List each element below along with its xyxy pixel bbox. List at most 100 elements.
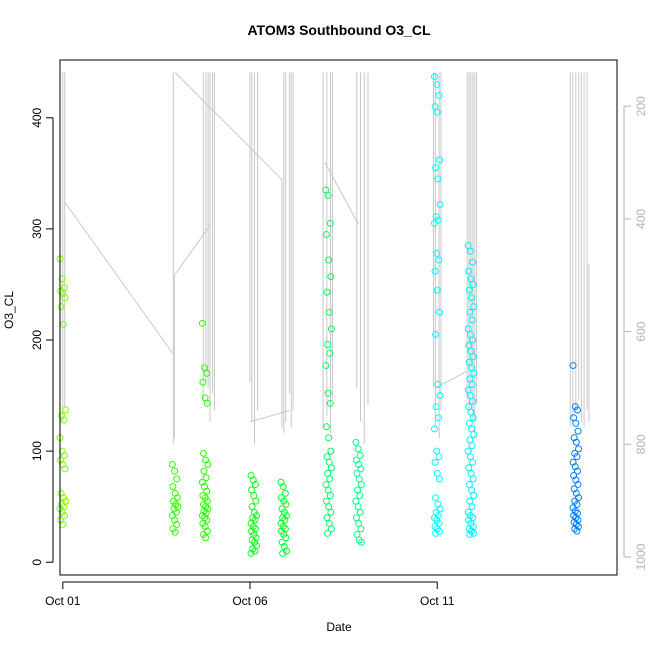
data-point xyxy=(60,452,68,460)
data-point xyxy=(169,483,177,491)
data-point xyxy=(171,467,179,475)
y-tick-label: 100 xyxy=(30,441,44,461)
data-point xyxy=(434,512,442,520)
data-point xyxy=(574,480,582,488)
data-point xyxy=(435,156,443,164)
data-point xyxy=(200,467,208,475)
data-point xyxy=(431,219,439,227)
data-point xyxy=(574,516,582,524)
data-point xyxy=(60,512,68,520)
data-point xyxy=(570,512,578,520)
data-point xyxy=(357,525,365,533)
data-point xyxy=(248,536,256,544)
data-point xyxy=(466,512,474,520)
data-point xyxy=(436,200,444,208)
data-point xyxy=(247,549,255,557)
chart-title: ATOM3 Southbound O3_CL xyxy=(247,22,430,38)
data-point xyxy=(468,316,476,324)
data-point xyxy=(469,353,477,361)
secondary-tick-label: 400 xyxy=(634,209,648,229)
data-point xyxy=(171,528,179,536)
pressure-trace xyxy=(62,72,590,445)
data-point xyxy=(61,294,69,302)
series-day-1 xyxy=(56,255,70,528)
secondary-tick-label: 600 xyxy=(634,321,648,341)
data-point xyxy=(323,288,331,296)
data-point xyxy=(470,492,478,500)
plot-frame xyxy=(59,59,618,576)
data-point xyxy=(325,308,333,316)
data-point xyxy=(326,399,334,407)
data-point xyxy=(469,523,477,531)
data-point xyxy=(468,442,476,450)
data-point xyxy=(252,534,260,542)
data-point xyxy=(569,362,577,370)
data-point xyxy=(572,438,580,446)
data-point xyxy=(466,308,474,316)
data-point xyxy=(281,489,289,497)
data-point xyxy=(465,286,473,294)
data-point xyxy=(435,475,443,483)
data-point xyxy=(435,256,443,264)
data-point xyxy=(327,464,335,472)
data-point xyxy=(466,530,474,538)
data-point xyxy=(202,503,210,511)
data-point xyxy=(57,287,65,295)
data-point xyxy=(282,547,290,555)
data-point xyxy=(327,508,335,516)
data-point xyxy=(251,547,259,555)
secondary-tick-label: 1000 xyxy=(634,543,648,570)
data-point xyxy=(470,430,478,438)
series-day-11 xyxy=(431,73,444,537)
data-point xyxy=(279,523,287,531)
data-point xyxy=(356,508,364,516)
data-point xyxy=(352,438,360,446)
secondary-tick-label: 200 xyxy=(634,96,648,116)
data-point xyxy=(431,425,439,433)
y-axis-label: O3_CL xyxy=(2,291,16,329)
data-point xyxy=(326,492,334,500)
data-point xyxy=(470,303,478,311)
data-point xyxy=(282,500,290,508)
data-point xyxy=(327,525,335,533)
data-point xyxy=(253,512,261,520)
data-point xyxy=(324,192,332,200)
data-point xyxy=(251,480,259,488)
data-point xyxy=(431,514,439,522)
data-point xyxy=(279,483,287,491)
data-point xyxy=(322,230,330,238)
data-point xyxy=(432,494,440,502)
series-day-11-9 xyxy=(464,242,478,538)
pressure-connector xyxy=(64,201,174,355)
data-point xyxy=(431,267,439,275)
data-point xyxy=(173,475,181,483)
data-point xyxy=(58,500,66,508)
data-point xyxy=(433,80,441,88)
data-point xyxy=(575,445,583,453)
data-point xyxy=(435,92,443,100)
data-point xyxy=(431,458,439,466)
data-point xyxy=(168,460,176,468)
x-tick-label: Oct 06 xyxy=(232,594,268,608)
data-point xyxy=(468,380,476,388)
data-point xyxy=(202,534,210,542)
data-point xyxy=(326,219,334,227)
data-point xyxy=(58,275,66,283)
data-point xyxy=(356,452,364,460)
data-point xyxy=(433,249,441,257)
pressure-connector xyxy=(324,162,360,225)
axes: 0 100 200 300 400 Oct 01 Oct 06 Oct 11 200 400 600… xyxy=(30,96,648,608)
y-tick-label: 0 xyxy=(30,559,44,566)
data-point xyxy=(173,520,181,528)
data-point xyxy=(436,392,444,400)
data-point xyxy=(202,509,210,517)
data-point xyxy=(469,414,477,422)
data-point xyxy=(203,487,211,495)
data-point xyxy=(249,545,257,553)
data-point xyxy=(572,419,580,427)
data-point xyxy=(432,330,440,338)
data-point xyxy=(279,549,287,557)
secondary-tick-label: 800 xyxy=(634,434,648,454)
data-point xyxy=(324,389,332,397)
series-day-6-9 xyxy=(277,478,290,557)
